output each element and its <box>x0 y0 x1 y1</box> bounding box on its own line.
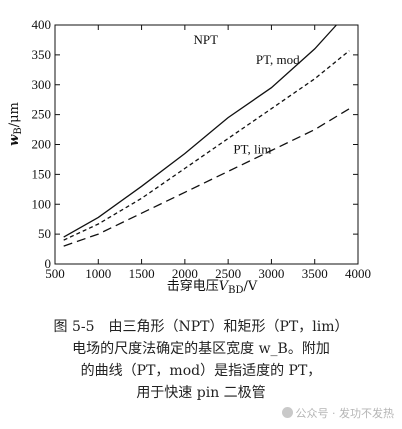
y-tick-label: 400 <box>32 17 52 32</box>
chart: 500 1000 1500 2000 2500 3000 3500 4000 0 50 100 150… <box>7 17 372 296</box>
tick-marks: 500 1000 1500 2000 2500 3000 3500 4000 0 50 100 150… <box>32 17 372 281</box>
series-labels: NPT PT, mod PT, lim <box>194 32 301 156</box>
series-line-1 <box>63 24 337 238</box>
x-tick-label: 3500 <box>302 266 328 281</box>
series-lines <box>63 24 350 247</box>
series-label-pt-mod: PT, mod <box>256 52 300 67</box>
x-tick-label: 2500 <box>215 266 241 281</box>
y-tick-label: 150 <box>32 166 52 181</box>
y-tick-label: 100 <box>32 196 52 211</box>
x-tick-label: 500 <box>45 266 65 281</box>
y-tick-label: 200 <box>32 137 52 152</box>
caption-line-4: 用于快速 pin 二极管 <box>136 385 266 401</box>
series-label-pt-lim: PT, lim <box>233 141 271 156</box>
wechat-icon <box>281 407 293 418</box>
y-axis-title: wB/μm <box>7 102 24 146</box>
series-line-2 <box>63 50 350 241</box>
y-tick-label: 300 <box>32 77 52 92</box>
caption-line-1: 图 5-5 由三角形（NPT）和矩形（PT，lim） <box>53 319 349 335</box>
y-tick-label: 250 <box>32 107 52 122</box>
caption-line-2: 电场的尺度法确定的基区宽度 w_B。附加 <box>72 341 330 357</box>
y-tick-label: 50 <box>38 226 51 241</box>
y-tick-label: 350 <box>32 47 52 62</box>
y-tick-label: 0 <box>45 256 52 271</box>
watermark-text: 公众号 · 发功不发热 <box>295 407 395 420</box>
watermark: 公众号 · 发功不发热 <box>281 405 395 421</box>
series-line-3 <box>63 108 350 247</box>
x-tick-label: 1000 <box>85 266 111 281</box>
series-label-npt: NPT <box>194 32 219 47</box>
plot-border <box>54 24 359 265</box>
figure-caption: 图 5-5 由三角形（NPT）和矩形（PT，lim） 电场的尺度法确定的基区宽度… <box>0 316 402 404</box>
x-tick-label: 4000 <box>345 266 371 281</box>
x-tick-label: 3000 <box>258 266 284 281</box>
x-tick-label: 2000 <box>172 266 198 281</box>
x-tick-label: 1500 <box>129 266 155 281</box>
x-axis-title: 击穿电压VBD/V <box>167 278 258 296</box>
plot-frame <box>54 24 359 265</box>
caption-line-3: 的曲线（PT，mod）是指适度的 PT， <box>80 363 322 379</box>
